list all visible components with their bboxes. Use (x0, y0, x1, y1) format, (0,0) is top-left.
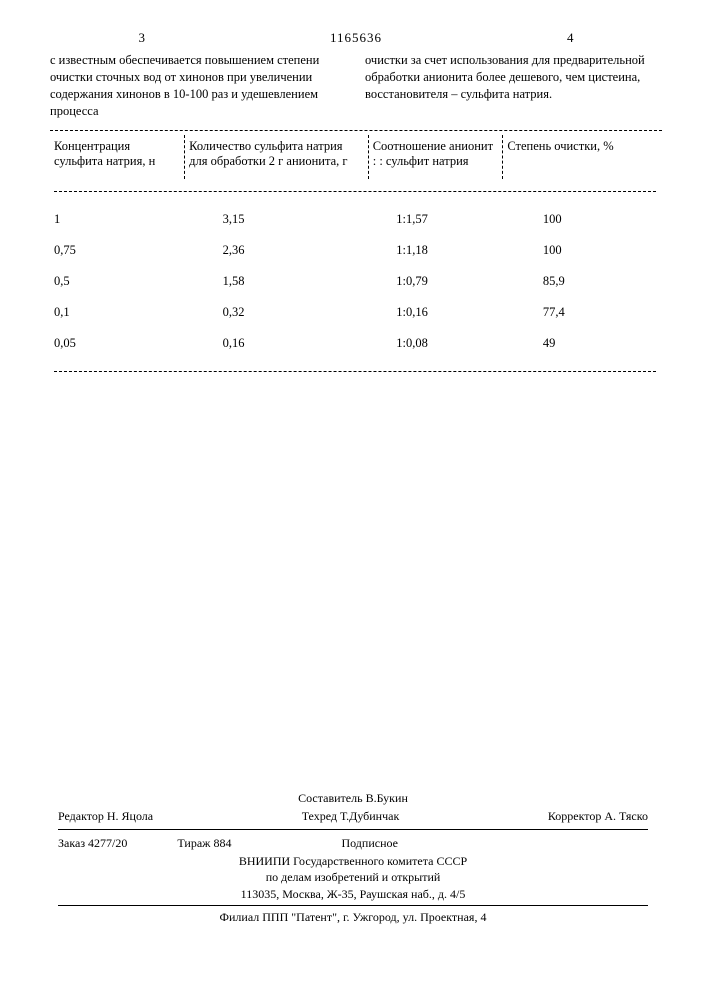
document-number: 1165636 (234, 30, 479, 46)
cell: 1:0,16 (368, 297, 503, 328)
cell: 100 (503, 204, 662, 235)
branch-line: Филиал ППП "Патент", г. Ужгород, ул. Про… (58, 909, 648, 925)
table-row: 0,1 0,32 1:0,16 77,4 (50, 297, 662, 328)
compiler-line: Составитель В.Букин (58, 790, 648, 806)
data-table: Концентрация сульфита натрия, н Количест… (50, 135, 662, 384)
org-address: 113035, Москва, Ж-35, Раушская наб., д. … (58, 886, 648, 902)
body-columns: с известным обеспечивается повышением ст… (50, 52, 662, 120)
footer-rule (58, 905, 648, 906)
page-header: 3 1165636 4 (50, 30, 662, 46)
cell: 0,16 (185, 328, 369, 359)
table-row: 0,5 1,58 1:0,79 85,9 (50, 266, 662, 297)
order-number: Заказ 4277/20 (58, 835, 127, 851)
body-column-left: с известным обеспечивается повышением ст… (50, 52, 347, 120)
editor-line: Редактор Н. Яцола (58, 808, 153, 824)
corrector-line: Корректор А. Тяско (548, 808, 648, 824)
cell: 49 (503, 328, 662, 359)
col-header-amount: Количество сульфита натрия для обработки… (185, 135, 369, 179)
cell: 85,9 (503, 266, 662, 297)
table-header-row: Концентрация сульфита натрия, н Количест… (50, 135, 662, 179)
imprint-footer: Составитель В.Букин Редактор Н. Яцола Те… (58, 790, 648, 925)
subscription: Подписное (341, 835, 398, 851)
cell: 3,15 (185, 204, 369, 235)
cell: 100 (503, 235, 662, 266)
table-top-rule (50, 130, 662, 131)
cell: 1:1,57 (368, 204, 503, 235)
org-line-1: ВНИИПИ Государственного комитета СССР (58, 853, 648, 869)
table-bottom-rule (54, 371, 656, 372)
table-row: 1 3,15 1:1,57 100 (50, 204, 662, 235)
col-header-concentration: Концентрация сульфита натрия, н (50, 135, 185, 179)
col-header-degree: Степень очистки, % (503, 135, 662, 179)
footer-rule (58, 829, 648, 830)
cell: 1:0,79 (368, 266, 503, 297)
cell: 1:1,18 (368, 235, 503, 266)
col-header-ratio: Соотношение анионит : : сульфит натрия (368, 135, 503, 179)
cell: 2,36 (185, 235, 369, 266)
cell: 0,1 (50, 297, 185, 328)
table-row: 0,75 2,36 1:1,18 100 (50, 235, 662, 266)
cell: 1 (50, 204, 185, 235)
cell: 1,58 (185, 266, 369, 297)
cell: 0,32 (185, 297, 369, 328)
page-number-right: 4 (478, 30, 662, 46)
cell: 0,5 (50, 266, 185, 297)
table-row: 0,05 0,16 1:0,08 49 (50, 328, 662, 359)
cell: 0,05 (50, 328, 185, 359)
page-number-left: 3 (50, 30, 234, 46)
org-line-2: по делам изобретений и открытий (58, 869, 648, 885)
cell: 0,75 (50, 235, 185, 266)
cell: 1:0,08 (368, 328, 503, 359)
cell: 77,4 (503, 297, 662, 328)
print-run: Тираж 884 (177, 835, 231, 851)
body-column-right: очистки за счет использования для предва… (365, 52, 662, 120)
table-header-rule (54, 191, 656, 192)
techred-line: Техред Т.Дубинчак (302, 808, 400, 824)
